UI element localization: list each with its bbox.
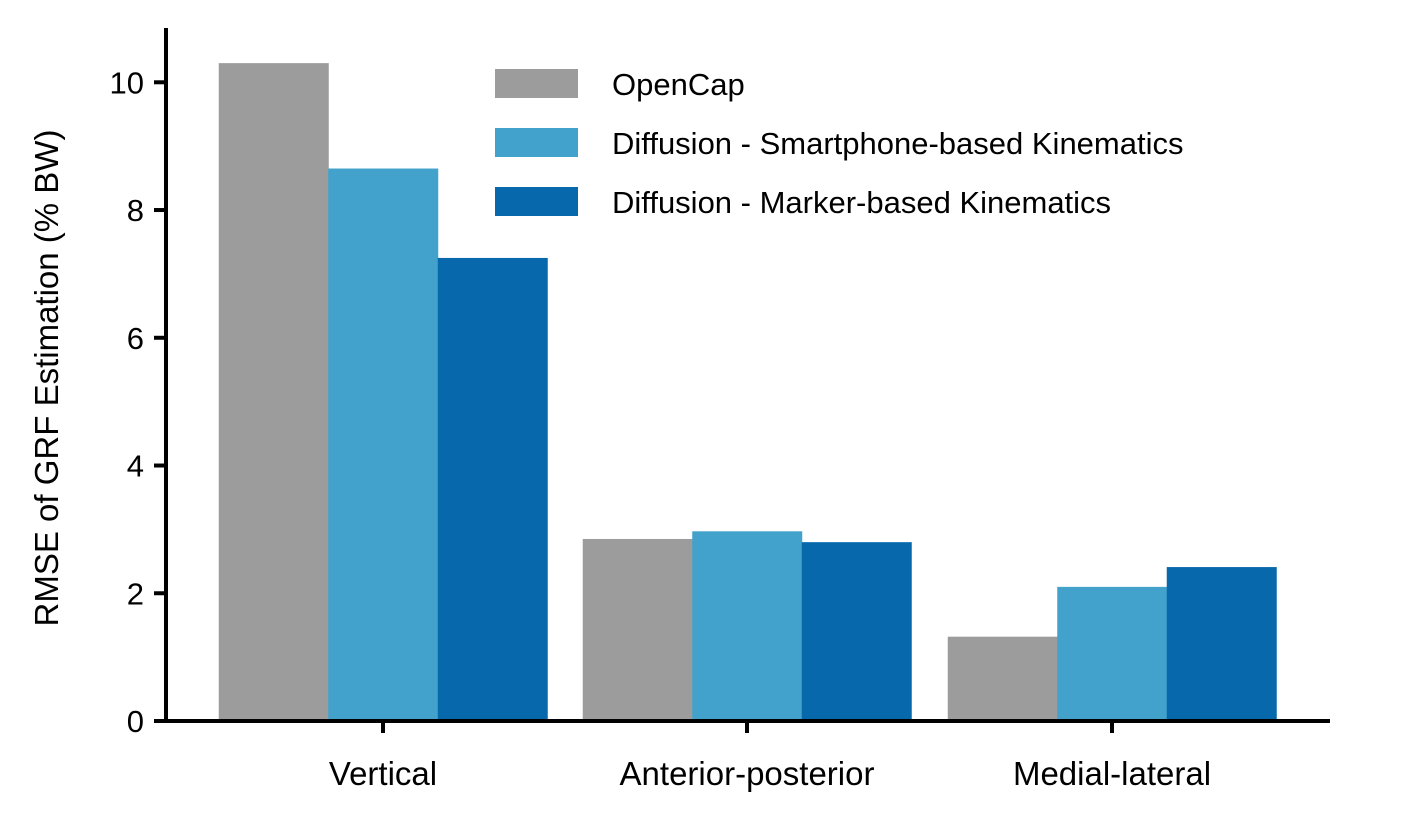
legend-swatch [495, 128, 578, 157]
legend: OpenCap Diffusion - Smartphone-based Kine… [495, 67, 1184, 220]
bar [1166, 567, 1277, 721]
legend-swatch [495, 187, 578, 216]
y-tick-label: 0 [127, 704, 144, 739]
x-ticks: Vertical Anterior-posterior Medial-lateral [329, 721, 1211, 792]
bar [582, 538, 693, 721]
y-axis-title: RMSE of GRF Estimation (% BW) [28, 130, 65, 627]
bar [692, 531, 803, 721]
bar [437, 257, 548, 721]
y-ticks: 0 2 4 6 8 10 [110, 65, 166, 739]
bars-layer [218, 63, 1277, 722]
y-tick-label: 4 [127, 449, 144, 484]
y-tick-label: 6 [127, 321, 144, 356]
y-tick-label: 2 [127, 576, 144, 611]
legend-label: OpenCap [612, 67, 745, 102]
bar [218, 63, 329, 722]
x-tick-label: Vertical [329, 755, 437, 792]
legend-swatch [495, 69, 578, 98]
x-tick-label: Anterior-posterior [620, 755, 875, 792]
y-tick-label: 8 [127, 193, 144, 228]
bar [1057, 586, 1168, 721]
bar [328, 168, 439, 722]
legend-label: Diffusion - Smartphone-based Kinematics [612, 126, 1184, 161]
bar [947, 636, 1058, 721]
legend-label: Diffusion - Marker-based Kinematics [612, 185, 1111, 220]
x-tick-label: Medial-lateral [1013, 755, 1211, 792]
bar [801, 542, 912, 721]
y-tick-label: 10 [110, 65, 144, 100]
